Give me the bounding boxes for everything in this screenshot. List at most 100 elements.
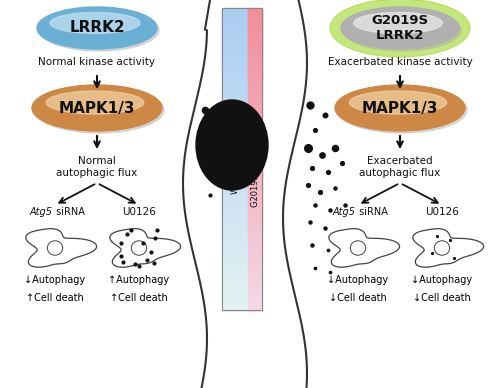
Bar [248, 265, 262, 266]
Bar [222, 30, 248, 32]
Bar [248, 148, 262, 149]
Bar [248, 80, 262, 81]
Bar [248, 49, 262, 51]
Bar [248, 116, 262, 117]
Bar [248, 181, 262, 183]
Bar [248, 282, 262, 283]
Bar [222, 66, 248, 67]
Bar [222, 17, 248, 19]
Bar [248, 66, 262, 67]
Bar [222, 234, 248, 235]
Ellipse shape [343, 9, 461, 51]
Bar [222, 124, 248, 125]
Bar [248, 283, 262, 284]
Bar [222, 249, 248, 250]
Bar [248, 135, 262, 136]
Bar [222, 162, 248, 163]
Bar [248, 276, 262, 277]
Bar [222, 280, 248, 281]
Bar [248, 279, 262, 280]
Bar [248, 260, 262, 261]
Bar [222, 133, 248, 134]
Bar [222, 73, 248, 75]
Bar [248, 161, 262, 163]
Bar [222, 111, 248, 112]
Bar [248, 138, 262, 139]
Bar [222, 53, 248, 55]
Bar [248, 40, 262, 42]
Bar [222, 203, 248, 205]
Bar [222, 237, 248, 238]
Bar [222, 39, 248, 41]
Bar [222, 274, 248, 275]
Bar [248, 117, 262, 118]
Bar [222, 215, 248, 217]
Bar [222, 287, 248, 288]
Text: ↓Cell death: ↓Cell death [413, 293, 471, 303]
Bar [248, 189, 262, 191]
Bar [248, 136, 262, 137]
Bar [248, 131, 262, 132]
Bar [222, 213, 248, 215]
Bar [222, 237, 248, 239]
Bar [222, 210, 248, 211]
Bar [222, 74, 248, 76]
Bar [222, 150, 248, 151]
Bar [222, 58, 248, 60]
Ellipse shape [330, 0, 470, 57]
Bar [248, 125, 262, 126]
Bar [222, 121, 248, 122]
Bar [222, 227, 248, 229]
Text: G2019S LRRK2 mutant: G2019S LRRK2 mutant [250, 111, 260, 207]
Bar [222, 180, 248, 182]
Bar [222, 232, 248, 233]
Bar [222, 202, 248, 204]
Bar [222, 261, 248, 262]
Bar [222, 47, 248, 49]
Bar [222, 100, 248, 102]
Bar [248, 172, 262, 173]
Bar [222, 23, 248, 24]
Bar [222, 190, 248, 192]
Bar [222, 122, 248, 123]
Text: MAPK1/3: MAPK1/3 [59, 100, 135, 116]
Bar [222, 66, 248, 68]
Bar [248, 251, 262, 253]
Bar [248, 13, 262, 14]
Bar [248, 146, 262, 147]
Bar [248, 145, 262, 146]
Bar [248, 11, 262, 12]
Text: ↑Cell death: ↑Cell death [110, 293, 168, 303]
Bar [248, 244, 262, 246]
Bar [248, 37, 262, 39]
Bar [222, 90, 248, 92]
Bar [222, 33, 248, 35]
Bar [222, 18, 248, 19]
Bar [248, 32, 262, 34]
Bar [222, 282, 248, 283]
Bar [222, 191, 248, 193]
Bar [222, 207, 248, 209]
Bar [222, 87, 248, 88]
Bar [222, 298, 248, 300]
Bar [248, 222, 262, 224]
Bar [222, 51, 248, 53]
Bar [222, 251, 248, 252]
Bar [222, 285, 248, 286]
Bar [222, 131, 248, 132]
Bar [248, 76, 262, 78]
Bar [248, 190, 262, 192]
Bar [248, 85, 262, 87]
Bar [248, 23, 262, 24]
Bar [248, 68, 262, 70]
Bar [248, 293, 262, 294]
Bar [222, 198, 248, 200]
Bar [222, 109, 248, 110]
Bar [222, 31, 248, 33]
Bar [248, 302, 262, 303]
Bar [248, 230, 262, 232]
Bar [248, 87, 262, 88]
Text: ↓Autophagy: ↓Autophagy [412, 275, 472, 285]
Bar [222, 155, 248, 156]
Bar [248, 167, 262, 168]
